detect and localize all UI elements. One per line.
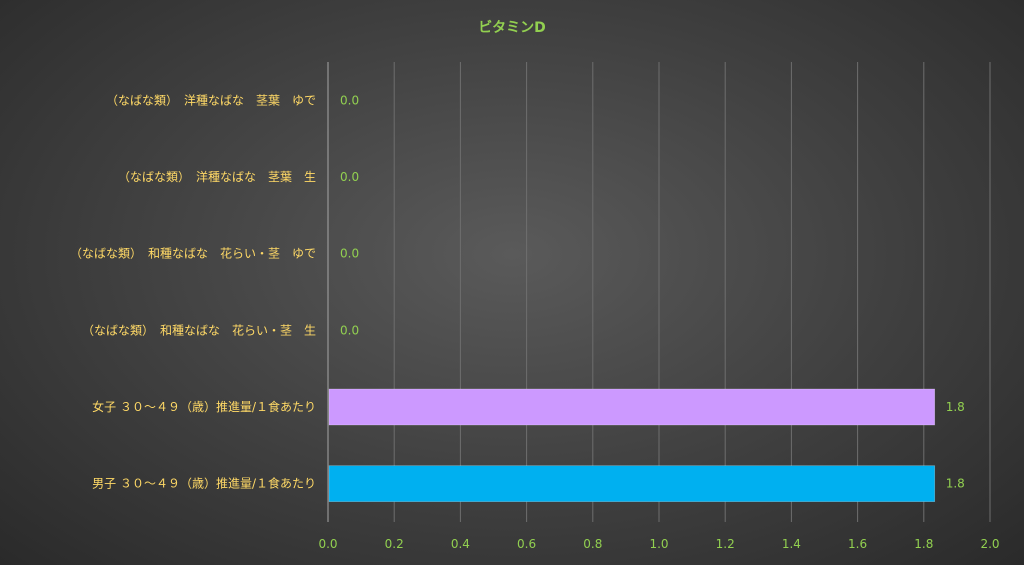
x-tick-labels: 0.0 0.2 0.4 0.6 0.8 1.0 1.2 1.4 1.6 1.8 2.0 [318,537,999,551]
category-label: （なばな類） 和種なばな 花らい・茎 生 [82,322,316,337]
chart-title: ビタミンD [478,20,546,36]
x-tick-label: 0.0 [318,537,337,551]
category-label: （なばな類） 和種なばな 花らい・茎 ゆで [70,246,316,261]
value-label: 1.8 [946,400,965,414]
value-label: 0.0 [340,170,359,184]
value-label: 0.0 [340,323,359,337]
value-label: 0.0 [340,247,359,261]
x-tick-label: 1.4 [782,537,801,551]
value-label: 0.0 [340,93,359,107]
category-label: 女子 ３０～４９（歳）推進量/１食あたり [92,399,316,414]
category-labels: （なばな類） 洋種なばな 茎葉 ゆで （なばな類） 洋種なばな 茎葉 生 （なばな類… [70,92,316,490]
x-tick-label: 1.0 [649,537,668,551]
x-tick-label: 0.8 [583,537,602,551]
category-label: 男子 ３０～４９（歳）推進量/１食あたり [92,476,316,491]
x-tick-label: 0.6 [517,537,536,551]
category-label: （なばな類） 洋種なばな 茎葉 ゆで [106,92,316,107]
value-label: 1.8 [946,477,965,491]
bars [328,388,936,502]
value-labels: 0.0 0.0 0.0 0.0 1.8 1.8 [340,93,965,490]
bar [328,465,936,502]
bar [328,388,936,426]
x-tick-label: 0.4 [451,537,470,551]
x-tick-label: 0.2 [385,537,404,551]
x-tick-label: 1.6 [848,537,867,551]
x-tick-label: 1.2 [716,537,735,551]
x-tick-label: 1.8 [914,537,933,551]
x-tick-label: 2.0 [980,537,999,551]
gridlines [393,62,991,522]
category-label: （なばな類） 洋種なばな 茎葉 生 [118,169,316,184]
